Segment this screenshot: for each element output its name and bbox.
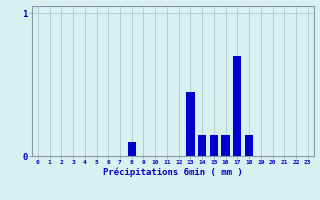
Bar [233,56,242,156]
X-axis label: Précipitations 6min ( mm ): Précipitations 6min ( mm ) [103,168,243,177]
Bar [245,135,253,156]
Bar [198,135,206,156]
Bar [186,92,195,156]
Bar [128,142,136,156]
Bar [221,135,230,156]
Bar [210,135,218,156]
